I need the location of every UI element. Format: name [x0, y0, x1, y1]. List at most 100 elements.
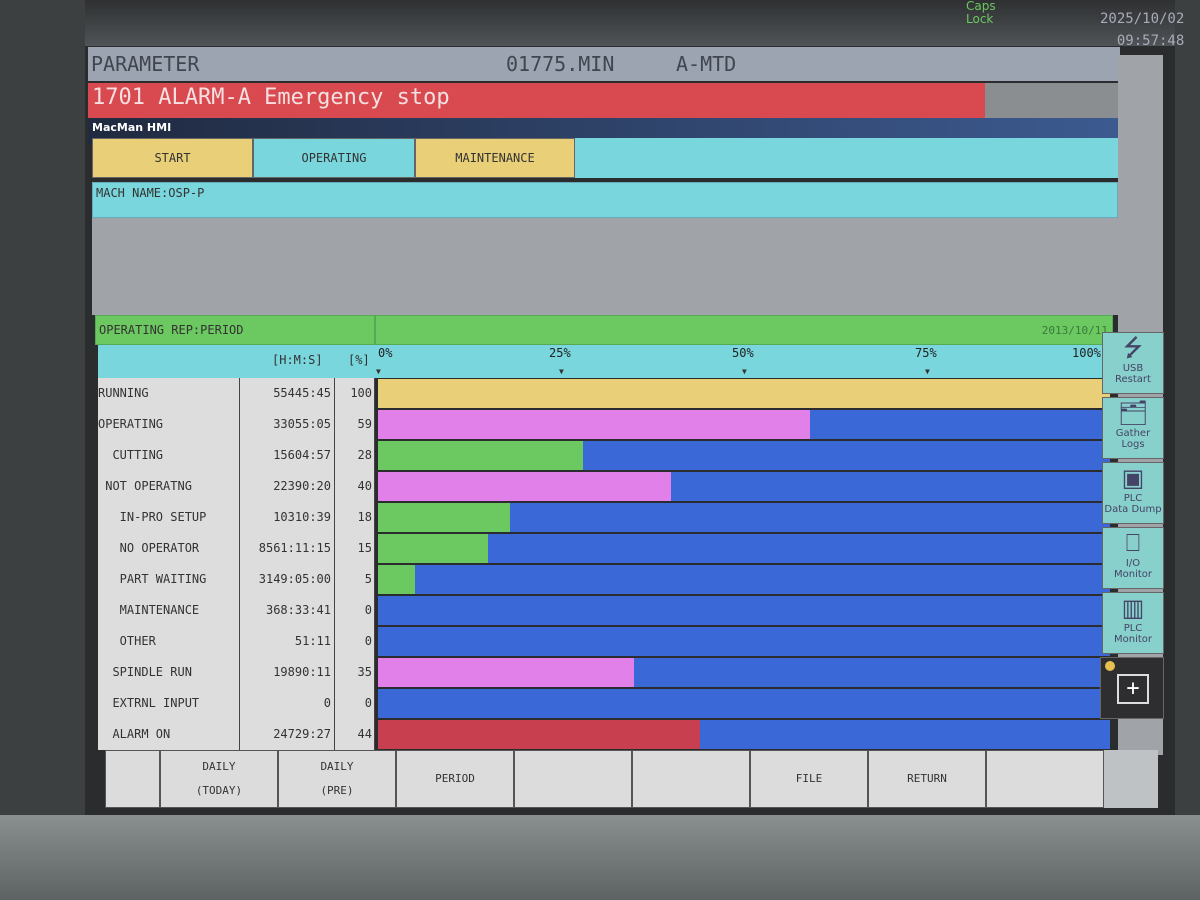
row-label: CUTTING	[98, 440, 240, 471]
bezel	[0, 815, 1200, 900]
table-row: IN-PRO SETUP 10310:39 18	[98, 502, 375, 533]
bar-fill	[378, 658, 635, 687]
row-time: 3149:05:00	[240, 564, 335, 595]
bar-track	[378, 565, 1110, 594]
row-percent: 100	[335, 378, 375, 409]
scale-tick-arrow-icon: ▼	[925, 367, 930, 376]
status-bar	[85, 0, 1175, 46]
row-time: 368:33:41	[240, 595, 335, 626]
softkey-file[interactable]: FILE	[750, 750, 868, 808]
row-label: RUNNING	[98, 378, 240, 409]
report-date-bar: 2013/10/11	[375, 315, 1113, 345]
table-row: MAINTENANCE 368:33:41 0	[98, 595, 375, 626]
scale-tick-label: 0%	[378, 346, 393, 360]
bar-track	[378, 503, 1110, 532]
row-time: 22390:20	[240, 471, 335, 502]
folder-icon: 🗂	[1117, 399, 1149, 427]
softkey-blank-8[interactable]	[986, 750, 1104, 808]
row-percent: 18	[335, 502, 375, 533]
row-percent: 0	[335, 688, 375, 719]
row-percent: 28	[335, 440, 375, 471]
row-time: 24729:27	[240, 719, 335, 750]
bar-track	[378, 379, 1110, 408]
side-button-label: Gather Logs	[1115, 428, 1151, 450]
table-row: CUTTING 15604:57 28	[98, 440, 375, 471]
hmi-home-button[interactable]: +	[1100, 657, 1164, 719]
side-button-plc-dump[interactable]: ▣ PLC Data Dump	[1102, 462, 1164, 524]
table-row: SPINDLE RUN 19890:11 35	[98, 657, 375, 688]
plc-monitor-icon: ▥	[1121, 594, 1145, 622]
time: 09:57:48	[1116, 33, 1185, 49]
report-date: 2013/10/11	[1041, 324, 1108, 337]
mode: A-MTD	[676, 52, 737, 76]
row-percent: 0	[335, 595, 375, 626]
side-button-folder[interactable]: 🗂 Gather Logs	[1102, 397, 1164, 459]
table-header: [H:M:S] [%]	[98, 345, 375, 378]
scale-tick-arrow-icon: ▼	[376, 367, 381, 376]
softkey-blank-5[interactable]	[632, 750, 750, 808]
softkey-blank-0[interactable]	[105, 750, 160, 808]
bar-fill	[378, 379, 1110, 408]
bar-fill	[378, 441, 583, 470]
bar-track	[378, 689, 1110, 718]
io-icon: ⎕	[1125, 529, 1141, 557]
program-name: 01775.MIN	[506, 52, 615, 76]
tab-start[interactable]: START	[92, 138, 253, 178]
side-button-plc-monitor[interactable]: ▥ PLC Monitor	[1102, 592, 1164, 654]
row-percent: 0	[335, 626, 375, 657]
table-row: NO OPERATOR 8561:11:15 15	[98, 533, 375, 564]
bar-fill	[378, 534, 488, 563]
percent-scale: 0%▼25%▼50%▼75%▼100%▼	[375, 345, 1113, 378]
bar-fill	[378, 565, 415, 594]
table-row: OTHER 51:11 0	[98, 626, 375, 657]
softkey-return[interactable]: RETURN	[868, 750, 986, 808]
side-button-label: USB Restart	[1115, 363, 1151, 385]
softkey-bar: DAILY (TODAY) DAILY (PRE) PERIOD FILE RETURN	[105, 750, 1158, 808]
scale-tick-label: 50%	[732, 346, 754, 360]
bar-track	[378, 658, 1110, 687]
row-label: EXTRNL INPUT	[98, 688, 240, 719]
machine-name: MACH NAME:OSP-P	[92, 182, 1118, 218]
bar-track	[378, 472, 1110, 501]
row-time: 55445:45	[240, 378, 335, 409]
scale-tick-arrow-icon: ▼	[559, 367, 564, 376]
clock: 2025/10/02 09:57:48	[1100, 8, 1184, 52]
scale-tick-label: 100%	[1072, 346, 1101, 360]
col-pct-header: [%]	[348, 353, 370, 367]
report-title: OPERATING REP:PERIOD	[95, 315, 375, 345]
side-button-io[interactable]: ⎕ I/O Monitor	[1102, 527, 1164, 589]
row-label: OTHER	[98, 626, 240, 657]
bar-track	[378, 627, 1110, 656]
table-row: ALARM ON 24729:27 44	[98, 719, 375, 750]
header: PARAMETER 01775.MIN A-MTD	[88, 47, 1120, 81]
tab-operating[interactable]: OPERATING	[253, 138, 415, 178]
blank-panel	[92, 218, 1118, 315]
alarm-message: 1701 ALARM-A Emergency stop	[88, 83, 985, 118]
row-time: 19890:11	[240, 657, 335, 688]
bar-track	[378, 534, 1110, 563]
softkey-period[interactable]: PERIOD	[396, 750, 514, 808]
row-label: OPERATING	[98, 409, 240, 440]
side-button-label: PLC Data Dump	[1104, 493, 1162, 515]
row-label: ALARM ON	[98, 719, 240, 750]
side-button-usb[interactable]: ⭍ USB Restart	[1102, 332, 1164, 394]
row-label: PART WAITING	[98, 564, 240, 595]
bar-track	[378, 441, 1110, 470]
bar-track	[378, 596, 1110, 625]
row-percent: 5	[335, 564, 375, 595]
softkey-daily-today[interactable]: DAILY (TODAY)	[160, 750, 278, 808]
indicator-dot-icon	[1105, 661, 1115, 671]
softkey-blank-4[interactable]	[514, 750, 632, 808]
softkey-daily-pre[interactable]: DAILY (PRE)	[278, 750, 396, 808]
scale-tick-label: 75%	[915, 346, 937, 360]
date: 2025/10/02	[1100, 11, 1185, 27]
table-row: PART WAITING 3149:05:00 5	[98, 564, 375, 595]
bar-track	[378, 720, 1110, 749]
row-time: 33055:05	[240, 409, 335, 440]
row-percent: 15	[335, 533, 375, 564]
tab-maintenance[interactable]: MAINTENANCE	[415, 138, 575, 178]
caps-lock-indicator: Caps Lock	[966, 0, 996, 26]
row-percent: 59	[335, 409, 375, 440]
table-row: RUNNING 55445:45 100	[98, 378, 375, 409]
bar-fill	[378, 720, 701, 749]
